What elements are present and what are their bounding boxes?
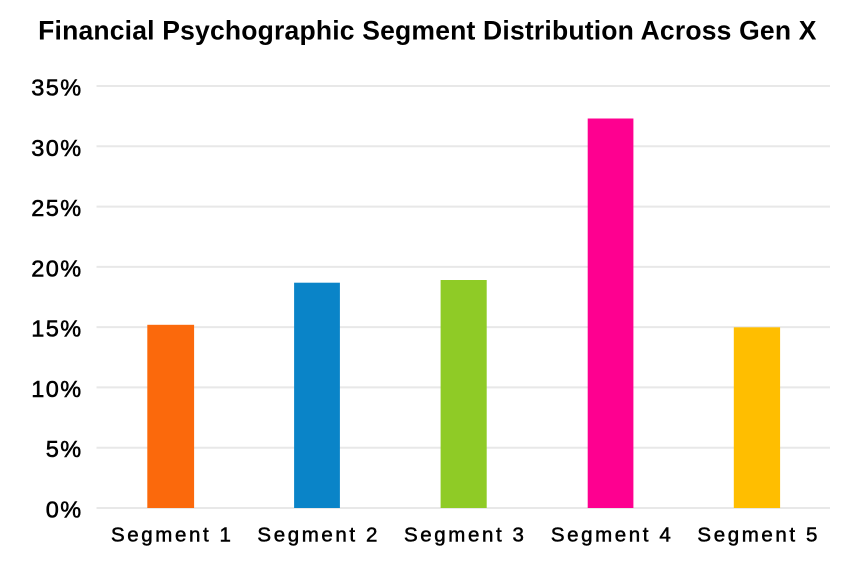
svg-text:0%: 0% [46,497,83,523]
svg-text:5%: 5% [46,436,83,462]
svg-text:30%: 30% [31,135,82,161]
svg-text:Segment 1: Segment 1 [111,524,234,547]
svg-text:25%: 25% [31,195,82,221]
svg-text:10%: 10% [31,376,82,402]
svg-text:15%: 15% [31,316,82,342]
svg-text:Segment 2: Segment 2 [257,524,380,547]
svg-text:35%: 35% [31,75,82,101]
svg-text:Segment 4: Segment 4 [551,524,674,547]
svg-text:20%: 20% [31,255,82,281]
svg-text:Segment 5: Segment 5 [697,524,820,547]
svg-text:Segment 3: Segment 3 [404,524,527,547]
svg-text:Financial Psychographic Segmen: Financial Psychographic Segment Distribu… [38,15,817,45]
